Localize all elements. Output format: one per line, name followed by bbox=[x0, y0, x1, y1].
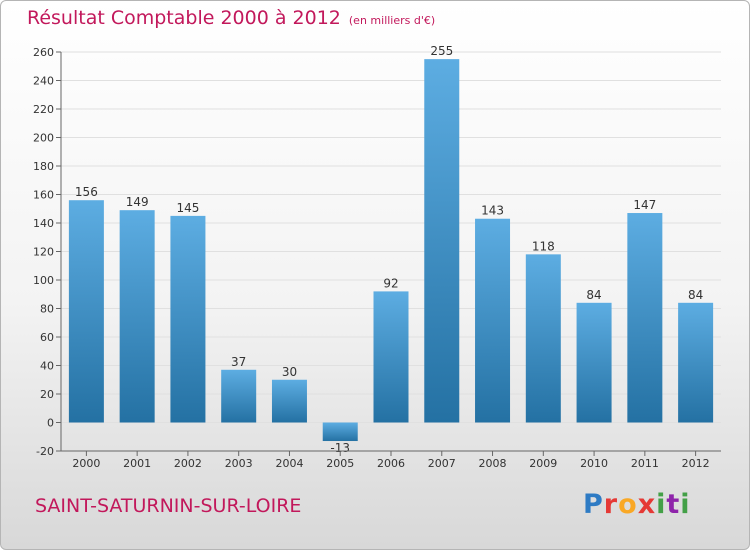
data-label-2006: 92 bbox=[383, 276, 398, 290]
bar-2011[interactable] bbox=[627, 213, 663, 423]
x-tick-label-2012: 2012 bbox=[682, 457, 710, 470]
y-tick-label: 100 bbox=[33, 274, 54, 287]
y-tick-label: 160 bbox=[33, 189, 54, 202]
bar-2007[interactable] bbox=[424, 59, 460, 423]
data-label-2001: 149 bbox=[126, 195, 149, 209]
y-tick-label: 240 bbox=[33, 75, 54, 88]
y-tick-label: 0 bbox=[47, 417, 54, 430]
x-tick-label-2009: 2009 bbox=[529, 457, 557, 470]
proxiti-logo[interactable]: Proxiti bbox=[583, 489, 691, 520]
data-label-2010: 84 bbox=[586, 288, 601, 302]
x-tick-label-2008: 2008 bbox=[479, 457, 507, 470]
data-label-2012: 84 bbox=[688, 288, 703, 302]
y-tick-label: 180 bbox=[33, 160, 54, 173]
x-tick-label-2006: 2006 bbox=[377, 457, 405, 470]
x-tick-label-2011: 2011 bbox=[631, 457, 659, 470]
bar-2004[interactable] bbox=[271, 379, 307, 423]
bar-2002[interactable] bbox=[170, 215, 206, 423]
y-tick-label: 220 bbox=[33, 103, 54, 116]
bar-2005[interactable] bbox=[322, 422, 358, 442]
x-tick-label-2010: 2010 bbox=[580, 457, 608, 470]
data-label-2011: 147 bbox=[633, 198, 656, 212]
x-tick-label-2000: 2000 bbox=[72, 457, 100, 470]
bar-2009[interactable] bbox=[525, 254, 561, 423]
y-tick-label: 260 bbox=[33, 46, 54, 59]
bar-2000[interactable] bbox=[68, 200, 104, 423]
data-label-2005: -13 bbox=[330, 441, 350, 455]
x-tick-label-2001: 2001 bbox=[123, 457, 151, 470]
x-tick-label-2002: 2002 bbox=[174, 457, 202, 470]
data-label-2009: 118 bbox=[532, 239, 555, 253]
chart-subtitle: (en milliers d'€) bbox=[348, 14, 436, 27]
x-tick-label-2003: 2003 bbox=[225, 457, 253, 470]
x-tick-label-2004: 2004 bbox=[275, 457, 303, 470]
data-label-2004: 30 bbox=[282, 365, 297, 379]
chart-title: Résultat Comptable 2000 à 2012 (en millie… bbox=[27, 7, 435, 29]
y-tick-label: 60 bbox=[40, 331, 54, 344]
bar-2003[interactable] bbox=[221, 369, 257, 423]
commune-name: SAINT-SATURNIN-SUR-LOIRE bbox=[35, 495, 302, 517]
data-label-2008: 143 bbox=[481, 204, 504, 218]
bar-2012[interactable] bbox=[678, 302, 714, 423]
y-tick-label: -20 bbox=[36, 445, 54, 458]
data-label-2002: 145 bbox=[176, 201, 199, 215]
x-tick-label-2007: 2007 bbox=[428, 457, 456, 470]
chart-title-text: Résultat Comptable 2000 à 2012 bbox=[27, 7, 341, 29]
data-label-2000: 156 bbox=[75, 185, 98, 199]
y-tick-label: 40 bbox=[40, 360, 54, 373]
bar-2008[interactable] bbox=[475, 218, 511, 423]
y-tick-label: 20 bbox=[40, 388, 54, 401]
y-tick-label: 80 bbox=[40, 303, 54, 316]
y-tick-label: 200 bbox=[33, 132, 54, 145]
bar-2001[interactable] bbox=[119, 210, 155, 423]
y-tick-label: 140 bbox=[33, 217, 54, 230]
data-label-2003: 37 bbox=[231, 355, 246, 369]
data-label-2007: 255 bbox=[430, 44, 453, 58]
x-tick-label-2005: 2005 bbox=[326, 457, 354, 470]
y-tick-label: 120 bbox=[33, 246, 54, 259]
bar-2010[interactable] bbox=[576, 302, 612, 423]
bar-2006[interactable] bbox=[373, 291, 409, 423]
